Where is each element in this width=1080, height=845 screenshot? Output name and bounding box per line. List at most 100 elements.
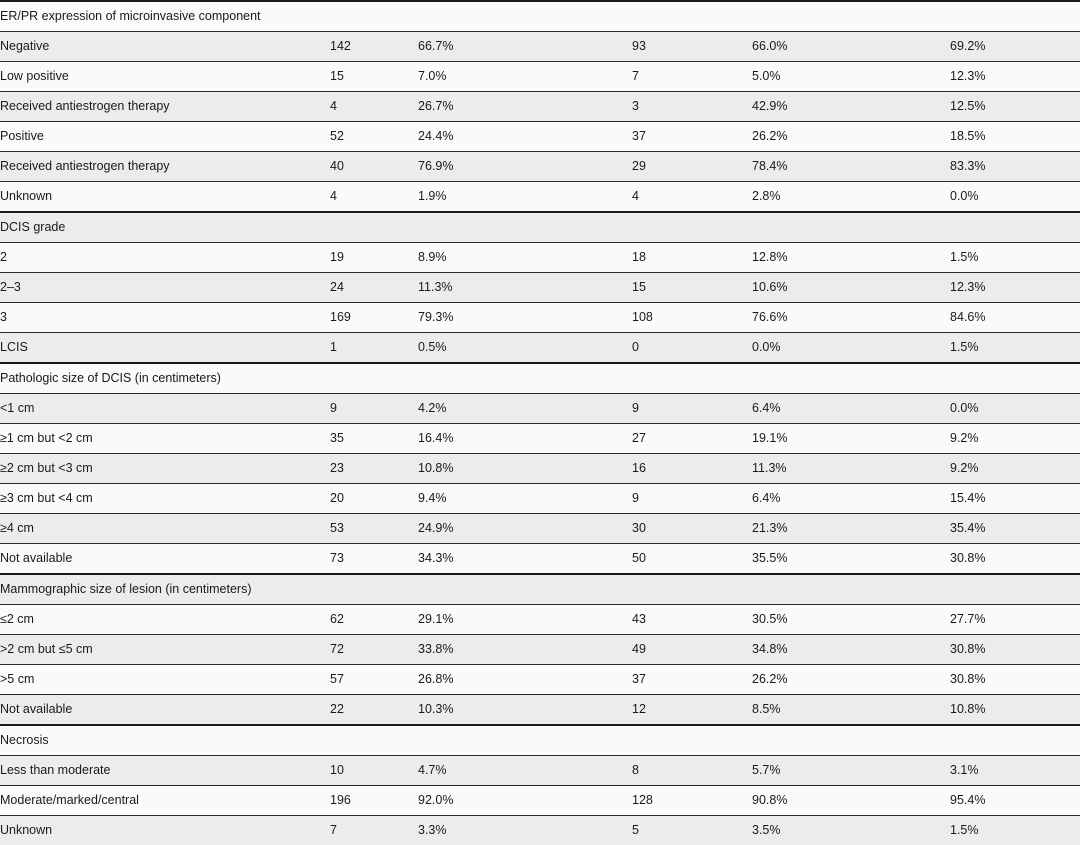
cell-group2-n: 5	[632, 816, 752, 845]
cell-group2-pct: 2.8%	[752, 182, 950, 213]
row-label: Moderate/marked/central	[0, 786, 330, 816]
cell-overall-n: 53	[330, 514, 418, 544]
cell-group2-n: 0	[632, 333, 752, 364]
cell-group2-pct	[752, 725, 950, 756]
cell-overall-pct: 26.8%	[418, 665, 632, 695]
cell-overall-pct: 26.7%	[418, 92, 632, 122]
section-header-row: ER/PR expression of microinvasive compon…	[0, 1, 1080, 32]
cell-group3-pct: 69.2%	[950, 32, 1080, 62]
cell-group2-n: 30	[632, 514, 752, 544]
cell-group2-pct: 26.2%	[752, 665, 950, 695]
cell-overall-pct: 11.3%	[418, 273, 632, 303]
cell-overall-n: 72	[330, 635, 418, 665]
section-header-row: DCIS grade0.01	[0, 212, 1080, 243]
cell-group3-pct	[950, 574, 1080, 605]
cell-group3-pct: 27.7%	[950, 605, 1080, 635]
cell-overall-pct: 16.4%	[418, 424, 632, 454]
cell-group2-pct: 26.2%	[752, 122, 950, 152]
cell-overall-pct: 66.7%	[418, 32, 632, 62]
cell-group2-n: 27	[632, 424, 752, 454]
cell-overall-n: 20	[330, 484, 418, 514]
cell-group3-pct: 95.4%	[950, 786, 1080, 816]
cell-group3-pct	[950, 725, 1080, 756]
cell-overall-n: 22	[330, 695, 418, 726]
cell-group2-n: 9	[632, 484, 752, 514]
cell-group2-n: 8	[632, 756, 752, 786]
row-label: Unknown	[0, 816, 330, 845]
cell-overall-n	[330, 1, 418, 32]
cell-overall-pct: 10.3%	[418, 695, 632, 726]
cell-group2-n: 3	[632, 92, 752, 122]
cell-overall-n: 4	[330, 182, 418, 213]
cell-overall-pct: 4.7%	[418, 756, 632, 786]
cell-group2-n: 37	[632, 122, 752, 152]
cell-group2-n	[632, 574, 752, 605]
cell-overall-pct	[418, 363, 632, 394]
cell-group3-pct: 12.3%	[950, 62, 1080, 92]
cell-overall-n: 57	[330, 665, 418, 695]
cell-overall-n: 7	[330, 816, 418, 845]
cell-overall-n: 9	[330, 394, 418, 424]
cell-group2-n: 7	[632, 62, 752, 92]
cell-overall-n: 142	[330, 32, 418, 62]
cell-overall-pct: 92.0%	[418, 786, 632, 816]
cell-overall-pct: 8.9%	[418, 243, 632, 273]
cell-group3-pct: 83.3%	[950, 152, 1080, 182]
cell-overall-pct: 10.8%	[418, 454, 632, 484]
cell-overall-n: 1	[330, 333, 418, 364]
row-label: ≥3 cm but <4 cm	[0, 484, 330, 514]
cell-group3-pct: 12.5%	[950, 92, 1080, 122]
cell-group2-pct: 3.5%	[752, 816, 950, 845]
cell-group2-pct: 5.0%	[752, 62, 950, 92]
cell-group2-n	[632, 212, 752, 243]
cell-overall-n: 24	[330, 273, 418, 303]
cell-group2-pct	[752, 363, 950, 394]
cell-group2-n: 43	[632, 605, 752, 635]
cell-group2-n: 93	[632, 32, 752, 62]
cell-overall-n: 62	[330, 605, 418, 635]
cell-overall-pct: 9.4%	[418, 484, 632, 514]
row-label: Not available	[0, 695, 330, 726]
cell-group2-pct: 6.4%	[752, 484, 950, 514]
cell-group3-pct: 30.8%	[950, 665, 1080, 695]
cell-group2-n: 29	[632, 152, 752, 182]
section-label: Necrosis	[0, 725, 330, 756]
cell-group3-pct: 84.6%	[950, 303, 1080, 333]
row-label: Less than moderate	[0, 756, 330, 786]
cell-group2-pct: 19.1%	[752, 424, 950, 454]
cell-group3-pct: 0.0%	[950, 394, 1080, 424]
cell-group3-pct: 1.5%	[950, 243, 1080, 273]
cell-group3-pct: 1.5%	[950, 333, 1080, 364]
cell-group2-pct: 66.0%	[752, 32, 950, 62]
row-label: 3	[0, 303, 330, 333]
cell-overall-n: 35	[330, 424, 418, 454]
cell-group3-pct: 35.4%	[950, 514, 1080, 544]
row-label: Unknown	[0, 182, 330, 213]
cell-group3-pct	[950, 363, 1080, 394]
cell-overall-n: 23	[330, 454, 418, 484]
cell-group2-pct: 0.0%	[752, 333, 950, 364]
cell-group2-pct: 10.6%	[752, 273, 950, 303]
cell-group3-pct: 9.2%	[950, 454, 1080, 484]
cell-group2-pct: 78.4%	[752, 152, 950, 182]
cell-overall-pct: 4.2%	[418, 394, 632, 424]
section-label: Mammographic size of lesion (in centimet…	[0, 574, 330, 605]
cell-group3-pct: 1.5%	[950, 816, 1080, 845]
cell-overall-n: 19	[330, 243, 418, 273]
cell-overall-pct: 24.9%	[418, 514, 632, 544]
row-label: 2	[0, 243, 330, 273]
